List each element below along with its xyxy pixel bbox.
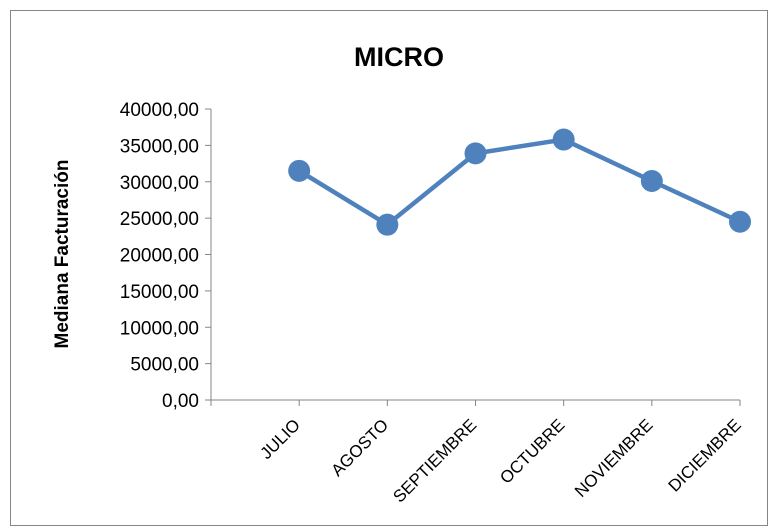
series-line-group: [288, 128, 751, 236]
chart-border: [10, 10, 768, 526]
data-point: [729, 210, 751, 233]
data-point: [288, 159, 311, 182]
data-point: [640, 170, 663, 193]
data-point: [464, 142, 487, 165]
y-tick-label: 0,00: [162, 391, 199, 412]
data-point: [552, 128, 575, 151]
y-tick-label: 20000,00: [120, 246, 199, 267]
y-tick-label: 35000,00: [120, 136, 199, 157]
y-axis-label: Mediana Facturación: [52, 160, 73, 349]
y-tick-label: 25000,00: [120, 209, 199, 230]
y-axis: 0,00 5000,00 10000,00 15000,00 20000,00 25000…: [120, 100, 212, 412]
y-tick-label: 5000,00: [130, 355, 199, 376]
y-tick-label: 10000,00: [120, 318, 199, 339]
y-tick-label: 15000,00: [120, 282, 199, 303]
series-line: [297, 137, 741, 227]
y-tick-label: 30000,00: [120, 173, 199, 194]
chart-title: MICRO: [354, 42, 444, 72]
y-tick-label: 40000,00: [120, 100, 199, 121]
data-point: [376, 213, 399, 236]
